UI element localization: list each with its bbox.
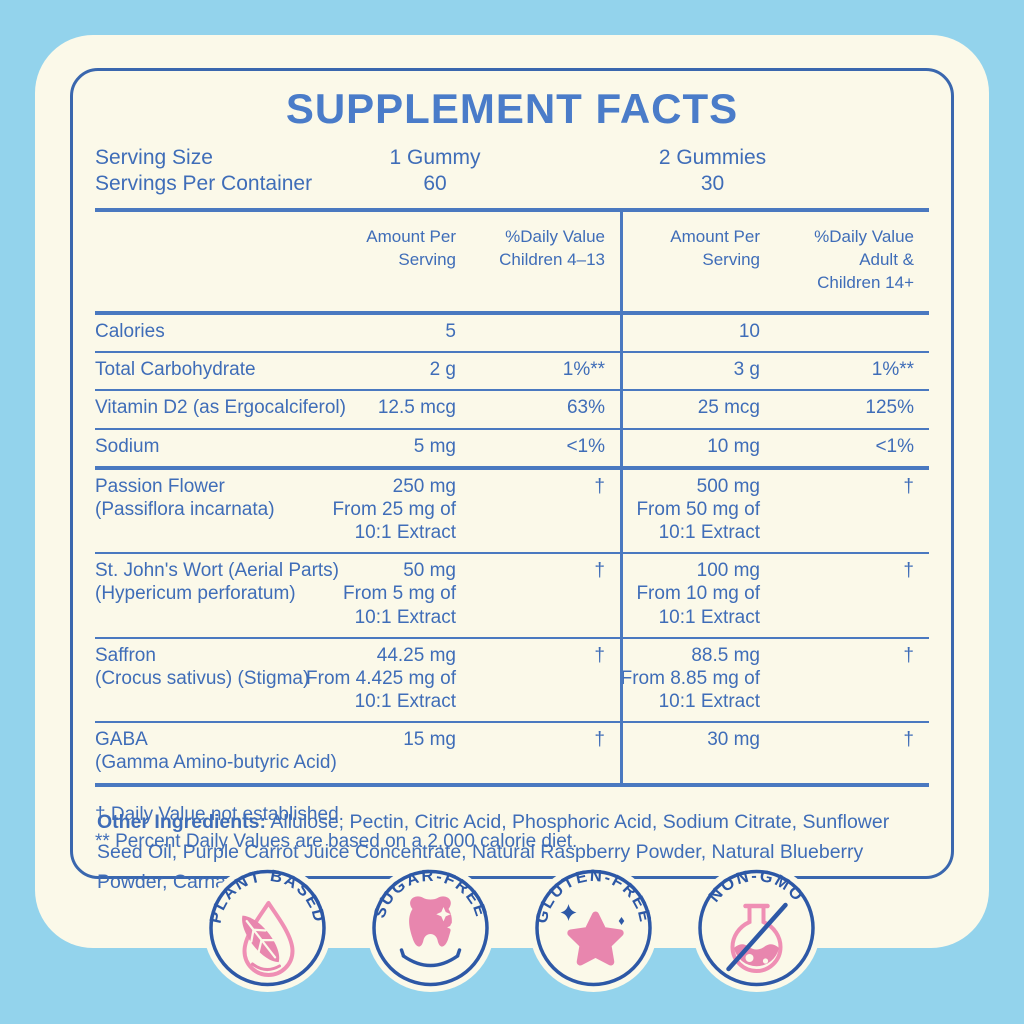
table-header-row: Amount Per Serving %Daily Value Children… [95, 212, 929, 316]
nutrient-name: GABA (Gamma Amino-butyric Acid) [95, 728, 465, 774]
table-row-passion-flower: Passion Flower (Passiflora incarnata) 250… [95, 470, 929, 555]
tooth-icon [399, 896, 462, 968]
daily-value-2 [805, 320, 929, 343]
nutrient-name-latin: (Crocus sativus) (Stigma) [95, 667, 310, 689]
amount-2: 500 mg From 50 mg of 10:1 Extract [636, 475, 760, 544]
badge-non-gmo: NON-GMO [692, 863, 822, 993]
amount-2: 3 g [733, 359, 760, 381]
amount-1: 2 g [429, 359, 456, 381]
serving-size-col1: 1 Gummy [389, 146, 481, 169]
nutrient-name-latin: (Passiflora incarnata) [95, 498, 275, 520]
badge-outer-ring [692, 864, 821, 992]
nutrient-name: Sodium [95, 435, 160, 457]
badge-row: PLANT BASED SUGAR-FREE [203, 863, 822, 993]
table-row-calories: Calories 5 10 [95, 315, 929, 354]
serving-size-label: Serving Size [95, 146, 213, 169]
nutrient-name-latin: (Hypericum perforatum) [95, 583, 296, 605]
nutrient-name: Saffron (Crocus sativus) (Stigma) [95, 644, 465, 714]
servings-count-col1: 60 [423, 171, 447, 195]
amount-2: 10 mg [707, 435, 760, 457]
daily-value-1: † [594, 475, 605, 497]
table-row-vitamin-d2: Vitamin D2 (as Ergocalciferol) 12.5 mcg … [95, 391, 929, 430]
daily-value-2: † [903, 475, 914, 497]
daily-value-1: 63% [566, 397, 605, 419]
amount-2: 30 mg [707, 729, 760, 751]
nutrient-name-main: Passion Flower [95, 475, 225, 497]
nutrient-name-main: Saffron [95, 644, 156, 666]
amount-2: 25 mcg [697, 397, 760, 419]
amount-1: 5 mg [413, 435, 456, 457]
table-row-saffron: Saffron (Crocus sativus) (Stigma) 44.25 m… [95, 639, 929, 724]
serving-info: Serving Size 1 Gummy 2 Gummies Servings … [95, 145, 929, 196]
other-ingredients-text: Allulose, Pectin, Citric Acid, Phosphori… [97, 811, 890, 894]
table-row-st-johns-wort: St. John's Wort (Aerial Parts) (Hypericum… [95, 554, 929, 639]
supplement-facts-box: SUPPLEMENT FACTS Serving Size 1 Gummy 2 … [70, 68, 954, 879]
other-ingredients: Other Ingredients: Allulose, Pectin, Cit… [97, 807, 931, 898]
serving-size-col2: 2 Gummies [658, 146, 767, 169]
amount-2: 10 [738, 321, 760, 343]
amount-1: 250 mg From 25 mg of 10:1 Extract [332, 475, 456, 544]
daily-value-1: † [594, 644, 605, 666]
page-title: SUPPLEMENT FACTS [285, 85, 739, 132]
amount-1: 5 [445, 321, 456, 343]
nutrient-name-main: St. John's Wort (Aerial Parts) [95, 560, 340, 582]
table-row-gaba: GABA (Gamma Amino-butyric Acid) 15 mg † 3… [95, 723, 929, 787]
footnote-daily-value: † Daily Value not established. [95, 803, 344, 825]
badge-outer-ring [203, 864, 332, 992]
nutrient-name: Calories [95, 321, 165, 343]
other-ingredients-label: Other Ingredients: [97, 811, 267, 833]
servings-count-col2: 30 [700, 171, 725, 195]
facts-table: Amount Per Serving %Daily Value Children… [95, 208, 929, 788]
amount-1: 12.5 mcg [377, 397, 456, 419]
flask-icon [726, 902, 788, 973]
footnotes: † Daily Value not established. ** Percen… [95, 801, 929, 856]
header-amount-per-serving-2: Amount Per Serving [670, 227, 760, 270]
nutrient-name: Total Carbohydrate [95, 359, 256, 381]
badge-sugar-free: SUGAR-FREE [366, 863, 496, 993]
amount-2: 100 mg From 10 mg of 10:1 Extract [636, 560, 760, 628]
badge-plant-based: PLANT BASED [203, 863, 333, 993]
nutrient-name: Vitamin D2 (as Ergocalciferol) [95, 397, 346, 419]
nutrient-name: Passion Flower (Passiflora incarnata) [95, 475, 465, 545]
nutrient-name-latin: (Gamma Amino-butyric Acid) [95, 752, 337, 774]
servings-per-container-label: Servings Per Container [95, 171, 313, 195]
daily-value-2: <1% [875, 435, 914, 457]
daily-value-1: 1%** [562, 359, 605, 381]
header-daily-value-children: %Daily Value Children 4–13 [499, 227, 605, 270]
daily-value-2: † [903, 729, 914, 751]
badge-gluten-free: GLUTEN-FREE [529, 863, 659, 993]
daily-value-1: <1% [566, 435, 605, 457]
daily-value-2: † [903, 560, 914, 582]
amount-1: 44.25 mg From 4.425 mg of 10:1 Extract [306, 644, 456, 713]
table-row-total-carbohydrate: Total Carbohydrate 2 g 1%** 3 g 1%** [95, 353, 929, 392]
daily-value-2: 1%** [871, 359, 914, 381]
amount-1: 50 mg From 5 mg of 10:1 Extract [343, 560, 456, 628]
header-daily-value-adult: %Daily Value Adult & Children 14+ [814, 227, 914, 293]
daily-value-1: † [594, 560, 605, 582]
table-row-sodium: Sodium 5 mg <1% 10 mg <1% [95, 430, 929, 470]
amount-1: 15 mg [403, 729, 456, 751]
daily-value-2: † [903, 644, 914, 666]
header-amount-per-serving-1: Amount Per Serving [366, 227, 456, 270]
label-panel: SUPPLEMENT FACTS Serving Size 1 Gummy 2 … [35, 35, 989, 992]
footnote-percent-dv: ** Percent Daily Values are based on a 2… [95, 831, 578, 853]
daily-value-1: † [594, 729, 605, 751]
leaf-droplet-icon [242, 901, 295, 977]
daily-value-2: 125% [865, 397, 914, 419]
nutrient-name: St. John's Wort (Aerial Parts) (Hypericum… [95, 559, 465, 629]
amount-2: 88.5 mg From 8.85 mg of 10:1 Extract [620, 644, 760, 713]
nutrient-name-main: GABA [95, 729, 148, 751]
daily-value-1 [465, 320, 620, 343]
